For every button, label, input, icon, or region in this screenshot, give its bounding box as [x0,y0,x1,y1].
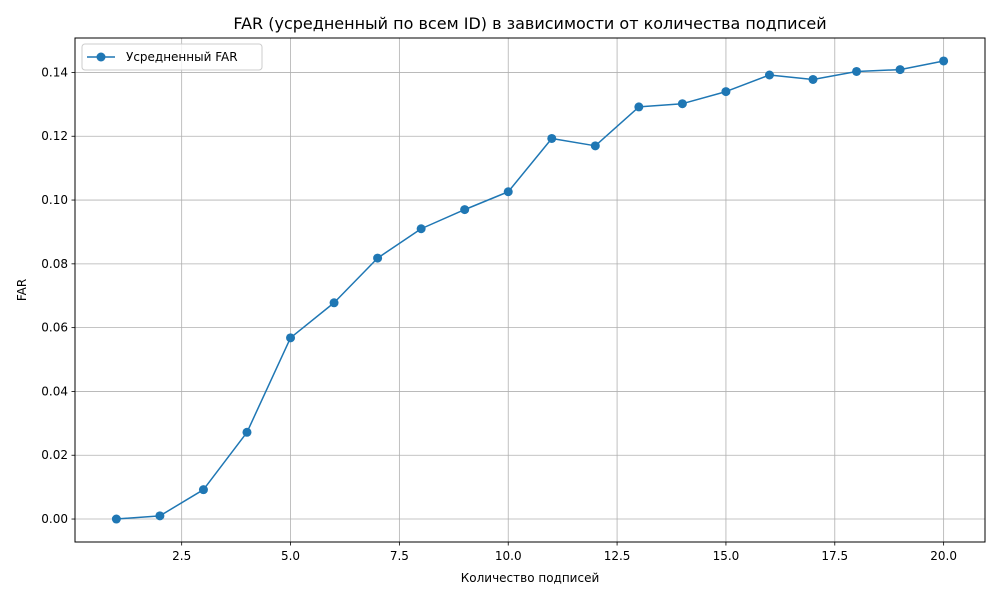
x-tick-label: 5.0 [281,549,300,563]
data-point [808,74,818,84]
x-tick-label: 7.5 [390,549,409,563]
data-point [329,298,339,308]
data-point [416,224,426,234]
data-point [155,511,165,521]
x-tick-label: 2.5 [172,549,191,563]
data-point [286,333,296,343]
y-axis: 0.00 0.02 0.04 0.06 0.08 0.10 0.12 0.14 [41,65,75,526]
y-tick-label: 0.12 [41,129,68,143]
x-tick-label: 10.0 [495,549,522,563]
legend-box [81,43,263,71]
x-axis: 2.5 5.0 7.5 10.0 12.5 15.0 17.5 20.0 [172,542,957,563]
data-point [895,65,905,75]
legend-dot-marker [96,52,106,62]
data-point [547,133,557,143]
data-point [764,70,774,80]
x-tick-label: 17.5 [821,549,848,563]
y-tick-label: 0.14 [41,65,68,79]
legend-label: Усредненный FAR [126,50,238,64]
data-point [939,56,949,66]
y-tick-label: 0.08 [41,257,68,271]
series-line [116,60,944,520]
data-point [460,205,470,215]
data-point [852,66,862,76]
data-point [242,427,252,437]
data-point [503,187,513,197]
y-tick-label: 0.10 [41,193,68,207]
data-point [634,102,644,112]
plot-frame [74,37,986,543]
chart-title: FAR (усредненный по всем ID) в зависимос… [233,14,826,33]
data-point [677,99,687,109]
data-point [111,514,121,524]
legend: Усредненный FAR [81,43,263,71]
plot-area [75,38,985,542]
x-tick-label: 15.0 [713,549,740,563]
data-point [721,87,731,97]
y-tick-label: 0.02 [41,448,68,462]
data-point [373,253,383,263]
x-tick-label: 20.0 [930,549,957,563]
y-tick-label: 0.04 [41,384,68,398]
data-point [198,485,208,495]
x-tick-label: 12.5 [604,549,631,563]
x-axis-title: Количество подписей [461,571,600,585]
series-layer [111,56,949,524]
data-point [590,141,600,151]
y-tick-label: 0.06 [41,321,68,335]
grid [75,38,985,542]
y-axis-title: FAR [15,279,29,301]
y-tick-label: 0.00 [41,512,68,526]
